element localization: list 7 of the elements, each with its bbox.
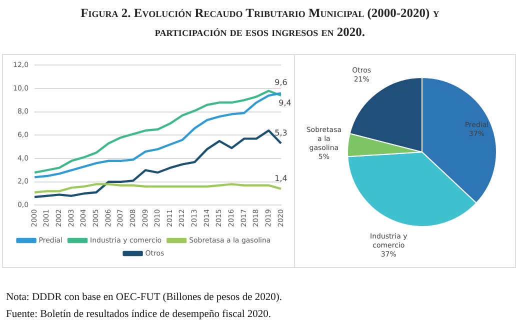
data-label: 1,4 [274, 174, 288, 183]
chart-title: Figura 2. Evolución Recaudo Tributario Municipal (2000-2020) y participación de esos ingresos en 2020. [80, 5, 440, 41]
data-label: 5,3 [274, 128, 288, 138]
data-label: 9,4 [278, 98, 292, 108]
source-note: Fuente: Boletín de resultados índice de desempeño fiscal 2020. [6, 308, 272, 322]
data-label: 9,6 [274, 78, 288, 88]
text: Nota: DDDR con base en OEC-FUT (Billones de pesos de 2020). [6, 291, 282, 305]
